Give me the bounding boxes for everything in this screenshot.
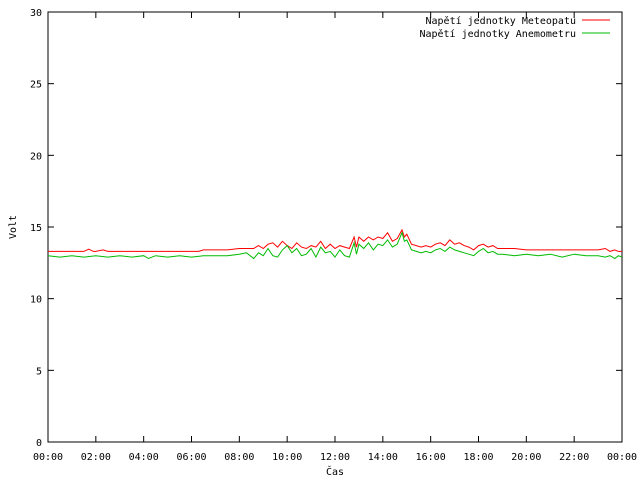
x-tick-label: 08:00 xyxy=(224,452,254,463)
series-lines xyxy=(47,228,623,260)
x-tick-label: 22:00 xyxy=(559,452,589,463)
plot-frame xyxy=(47,11,623,443)
x-tick-label: 06:00 xyxy=(176,452,206,463)
x-tick-label: 12:00 xyxy=(320,452,350,463)
series-line-1 xyxy=(47,231,623,260)
series-line-0 xyxy=(48,228,622,252)
y-tick-label: 10 xyxy=(30,295,42,306)
x-tick-label: 10:00 xyxy=(272,452,302,463)
y-tick-label: 20 xyxy=(30,151,42,162)
y-tick-label: 5 xyxy=(36,366,42,377)
x-axis-title: Čas xyxy=(326,465,344,478)
x-tick-label: 14:00 xyxy=(368,452,398,463)
y-tick-label: 30 xyxy=(30,8,42,19)
y-axis-title: Volt xyxy=(8,215,19,239)
x-tick-label: 16:00 xyxy=(416,452,446,463)
x-tick-label: 20:00 xyxy=(511,452,541,463)
legend: Napětí jednotky Meteopatu Napětí jednotk… xyxy=(419,15,610,40)
legend-label-meteopat: Napětí jednotky Meteopatu xyxy=(425,15,576,27)
y-tick-label: 0 xyxy=(36,438,42,449)
x-tick-label: 02:00 xyxy=(81,452,111,463)
x-tick-label: 04:00 xyxy=(129,452,159,463)
x-axis-ticks: 00:00 02:00 04:00 06:00 08:00 10:00 12:00 14:00… xyxy=(33,12,637,463)
y-tick-label: 15 xyxy=(30,223,42,234)
x-tick-label: 00:00 xyxy=(607,452,637,463)
x-tick-label: 18:00 xyxy=(463,452,493,463)
legend-label-anemometr: Napětí jednotky Anemometru xyxy=(419,28,576,40)
y-axis-ticks: 0 5 10 15 20 25 30 xyxy=(30,8,622,449)
y-tick-label: 25 xyxy=(30,80,42,91)
x-tick-label: 00:00 xyxy=(33,452,63,463)
